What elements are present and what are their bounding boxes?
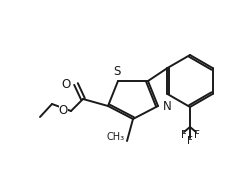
Text: F: F [194, 130, 200, 140]
Text: O: O [59, 104, 68, 117]
Text: F: F [187, 136, 193, 146]
Text: S: S [113, 65, 121, 78]
Text: O: O [62, 77, 71, 90]
Text: F: F [181, 130, 187, 140]
Text: CH₃: CH₃ [107, 132, 125, 142]
Text: N: N [163, 100, 172, 113]
